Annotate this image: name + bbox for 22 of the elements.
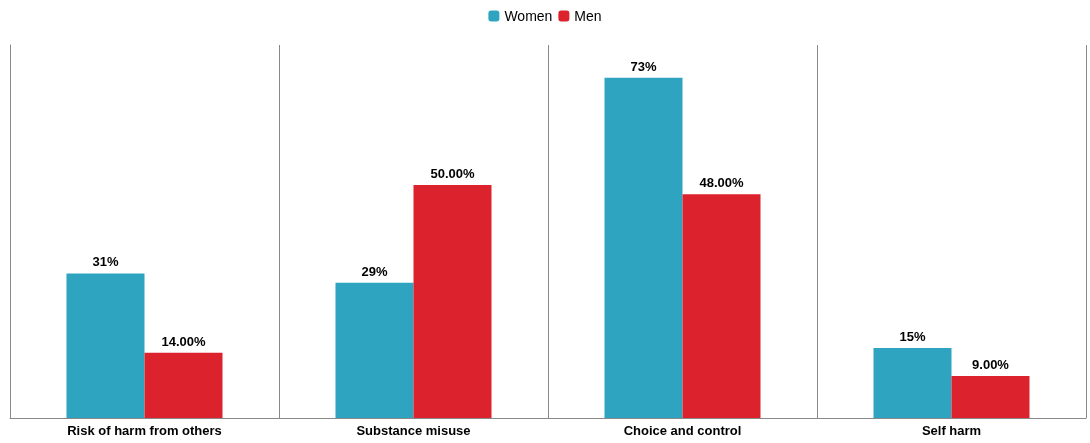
x-tick-label: Choice and control bbox=[623, 423, 742, 438]
data-label: 29% bbox=[361, 263, 388, 279]
data-label: 14.00% bbox=[161, 333, 206, 349]
bar bbox=[604, 77, 683, 418]
data-label: 15% bbox=[899, 329, 926, 345]
x-tick-label: Risk of harm from others bbox=[67, 423, 222, 438]
data-label: 48.00% bbox=[699, 175, 744, 191]
x-tick-label: Self harm bbox=[921, 423, 982, 438]
data-label: 9.00% bbox=[972, 357, 1010, 373]
data-label: 50.00% bbox=[430, 165, 475, 181]
legend-label: Men bbox=[574, 8, 602, 24]
data-label: 31% bbox=[92, 254, 119, 270]
x-tick-label: Substance misuse bbox=[356, 423, 471, 438]
bar bbox=[951, 376, 1030, 418]
bar bbox=[66, 273, 145, 418]
bar bbox=[335, 282, 414, 418]
data-label: 73% bbox=[630, 58, 657, 74]
bar bbox=[682, 194, 761, 418]
bar bbox=[413, 184, 492, 418]
legend-label: Women bbox=[504, 8, 553, 24]
bar bbox=[873, 348, 952, 418]
bar bbox=[144, 352, 223, 418]
